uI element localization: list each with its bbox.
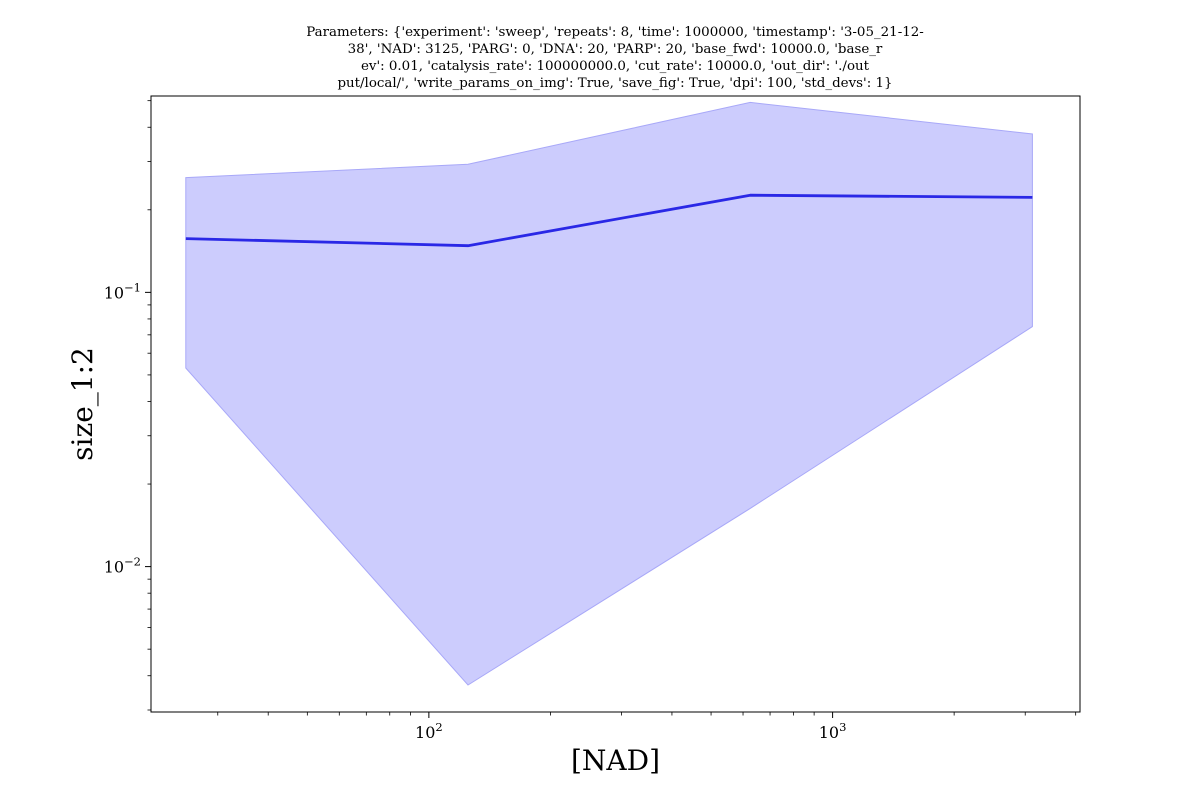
chart-title-line-4: put/local/', 'write_params_on_img': True… (337, 76, 893, 91)
chart-title: Parameters: {'experiment': 'sweep', 'rep… (0, 24, 1200, 92)
plot-frame (150, 95, 1081, 713)
chart-title-line-2: 38', 'NAD': 3125, 'PARG': 0, 'DNA': 20, … (347, 42, 883, 57)
plot-content (185, 101, 1033, 686)
series-1-line (185, 193, 1033, 248)
x-axis-label: [NAD] (571, 744, 660, 777)
y-tick-label: 10−2 (104, 555, 141, 577)
y-axis-label: size_1:2 (66, 347, 99, 461)
x-tick-label: 102 (415, 720, 443, 742)
chart-title-line-1: Parameters: {'experiment': 'sweep', 'rep… (306, 25, 924, 40)
chart-title-line-3: ev': 0.01, 'catalysis_rate': 100000000.0… (360, 59, 870, 74)
y-tick-label: 10−1 (104, 280, 141, 302)
axis-ticks: 102 103 10−1 10−2 (104, 100, 1077, 742)
x-tick-label: 103 (819, 720, 847, 742)
series-1-std-band (185, 101, 1033, 686)
